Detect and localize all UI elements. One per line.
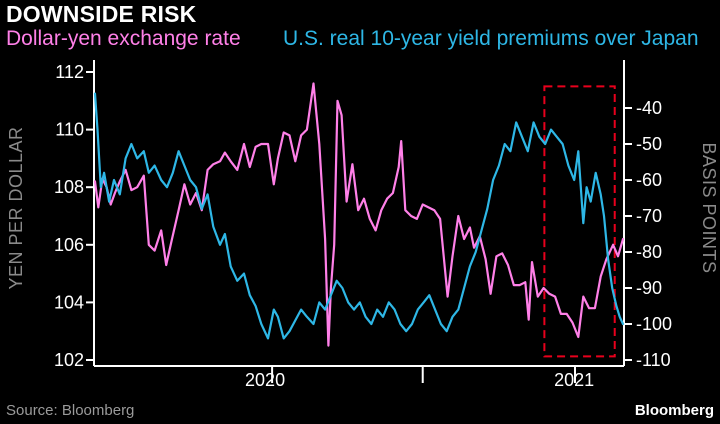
left-tick-label: 106 (54, 235, 84, 255)
left-tick-label: 112 (55, 62, 84, 82)
right-tick-label: -60 (636, 170, 662, 190)
right-tick-label: -90 (636, 278, 662, 298)
source-note: Source: Bloomberg (6, 402, 134, 419)
right-tick-label: -110 (636, 350, 671, 370)
right-tick-label: -50 (636, 134, 662, 154)
x-ticks: 2020 2021 (245, 366, 594, 390)
right-tick-label: -40 (636, 98, 662, 118)
left-tick-label: 110 (55, 120, 84, 140)
right-tick-label: -80 (636, 242, 662, 262)
left-tick-label: 104 (54, 292, 84, 312)
right-tick-label: -70 (636, 206, 662, 226)
left-tick-label: 102 (54, 350, 84, 370)
x-tick-label: 2021 (554, 370, 594, 390)
x-tick-label: 2020 (245, 370, 285, 390)
right-ticks: -40 -50 -60 -70 -80 -90 -100 -110 (624, 98, 672, 370)
line-chart: YEN PER DOLLAR BASIS POINTS 102 104 106 108… (0, 0, 720, 424)
left-axis-label: YEN PER DOLLAR (6, 126, 26, 289)
left-tick-label: 108 (54, 177, 84, 197)
right-tick-label: -100 (636, 314, 672, 334)
right-axis-label: BASIS POINTS (699, 142, 719, 273)
brand-logo: Bloomberg (635, 402, 714, 419)
left-ticks: 102 104 106 108 110 112 (54, 62, 94, 370)
